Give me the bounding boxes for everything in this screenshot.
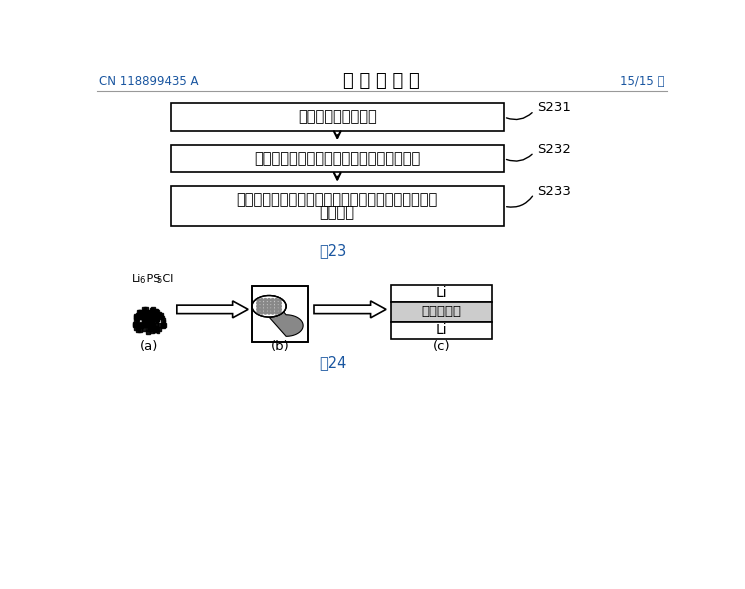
Text: (a): (a): [140, 340, 158, 353]
Circle shape: [264, 299, 267, 302]
Circle shape: [257, 305, 259, 307]
Circle shape: [257, 302, 259, 305]
Text: CN 118899435 A: CN 118899435 A: [99, 75, 199, 88]
FancyArrowPatch shape: [507, 112, 532, 120]
Text: 组装金属锂负极、硫化物固态电解质和正极，得到锂: 组装金属锂负极、硫化物固态电解质和正极，得到锂: [237, 192, 438, 207]
Text: Li: Li: [436, 323, 448, 337]
Polygon shape: [269, 296, 303, 336]
FancyArrowPatch shape: [507, 154, 532, 161]
Text: 图24: 图24: [320, 356, 347, 370]
Circle shape: [257, 308, 259, 311]
Polygon shape: [314, 301, 386, 318]
Circle shape: [275, 311, 278, 314]
Ellipse shape: [252, 296, 286, 317]
Circle shape: [257, 311, 259, 314]
Circle shape: [271, 305, 274, 307]
Circle shape: [271, 302, 274, 305]
Polygon shape: [177, 301, 248, 318]
Circle shape: [275, 299, 278, 302]
Circle shape: [279, 308, 282, 311]
Circle shape: [279, 305, 282, 307]
Text: PS: PS: [143, 274, 160, 284]
Text: Li: Li: [132, 274, 142, 284]
Circle shape: [275, 305, 278, 307]
Circle shape: [257, 299, 259, 302]
Text: Li: Li: [436, 286, 448, 300]
Text: 离子电池: 离子电池: [320, 206, 355, 221]
FancyBboxPatch shape: [392, 284, 492, 302]
Circle shape: [261, 299, 263, 302]
Circle shape: [275, 302, 278, 305]
Circle shape: [271, 311, 274, 314]
Text: 5: 5: [156, 276, 161, 285]
Text: 说 明 书 附 图: 说 明 书 附 图: [343, 72, 419, 91]
Circle shape: [279, 302, 282, 305]
Text: S231: S231: [537, 101, 571, 114]
Text: 利用掺杂硫化物材料形成硫化物固态电解质: 利用掺杂硫化物材料形成硫化物固态电解质: [254, 151, 420, 166]
Text: Cl: Cl: [159, 274, 174, 284]
Circle shape: [275, 308, 278, 311]
Text: S232: S232: [537, 143, 571, 156]
Text: 形成掺杂硫化物材料: 形成掺杂硫化物材料: [298, 110, 377, 124]
FancyBboxPatch shape: [392, 302, 492, 322]
Circle shape: [267, 302, 270, 305]
FancyBboxPatch shape: [171, 145, 504, 173]
FancyBboxPatch shape: [171, 186, 504, 226]
Text: 15/15 页: 15/15 页: [620, 75, 665, 88]
Text: 固态电解质: 固态电解质: [422, 305, 462, 318]
FancyBboxPatch shape: [392, 322, 492, 339]
Circle shape: [264, 311, 267, 314]
Text: 图23: 图23: [320, 243, 347, 258]
Text: S233: S233: [537, 184, 571, 198]
Circle shape: [261, 311, 263, 314]
Text: 6: 6: [139, 276, 145, 285]
Circle shape: [261, 305, 263, 307]
Circle shape: [279, 299, 282, 302]
FancyBboxPatch shape: [171, 103, 504, 131]
Circle shape: [267, 308, 270, 311]
FancyBboxPatch shape: [252, 286, 308, 342]
Circle shape: [279, 311, 282, 314]
FancyArrowPatch shape: [507, 196, 533, 207]
Circle shape: [267, 299, 270, 302]
Circle shape: [267, 305, 270, 307]
Circle shape: [267, 311, 270, 314]
Circle shape: [264, 302, 267, 305]
Circle shape: [264, 305, 267, 307]
Text: (c): (c): [433, 340, 451, 353]
Circle shape: [271, 308, 274, 311]
Circle shape: [261, 308, 263, 311]
Circle shape: [264, 308, 267, 311]
Text: (b): (b): [270, 340, 289, 353]
Circle shape: [261, 302, 263, 305]
Circle shape: [271, 299, 274, 302]
